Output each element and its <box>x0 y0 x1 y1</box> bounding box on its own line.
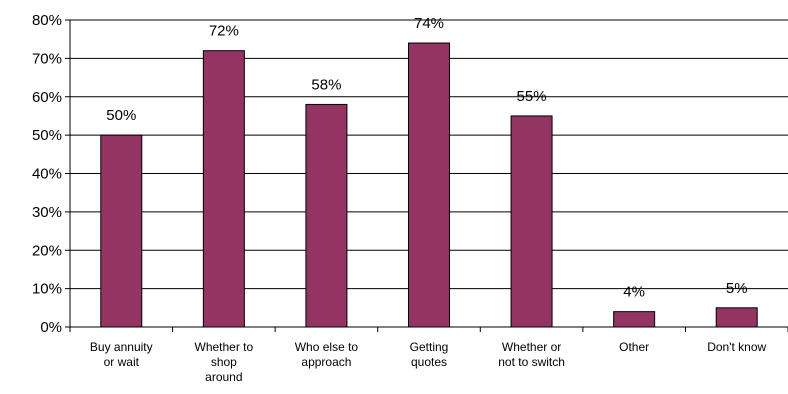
category-label: Whether or <box>502 340 561 354</box>
y-tick-label: 40% <box>32 166 62 183</box>
category-label: or wait <box>104 355 140 369</box>
category-label: Don't know <box>707 340 766 354</box>
bar <box>613 311 656 328</box>
bar <box>408 42 450 328</box>
data-label: 72% <box>209 23 239 40</box>
category-label: approach <box>301 355 351 369</box>
category-label: not to switch <box>498 355 565 369</box>
data-label: 58% <box>311 76 341 93</box>
category-label: Buy annuity <box>90 340 153 354</box>
y-tick-label: 0% <box>40 319 62 336</box>
y-tick-label: 80% <box>32 12 62 29</box>
category-label: Whether to <box>195 340 254 354</box>
category-label: shop <box>211 355 237 369</box>
category-label: Getting <box>410 340 449 354</box>
data-label: 55% <box>517 88 547 105</box>
category-label: quotes <box>411 355 447 369</box>
bar <box>715 307 758 328</box>
bar <box>202 50 245 328</box>
y-tick-label: 10% <box>32 281 62 298</box>
y-tick-label: 50% <box>32 127 62 144</box>
category-label: Who else to <box>295 340 359 354</box>
bar <box>305 103 348 328</box>
y-tick-label: 30% <box>32 204 62 221</box>
data-label: 50% <box>106 107 136 124</box>
y-tick-label: 60% <box>32 89 62 106</box>
y-tick-label: 20% <box>32 242 62 259</box>
category-label: Other <box>619 340 649 354</box>
y-tick-label: 70% <box>32 50 62 67</box>
data-label: 74% <box>414 15 444 32</box>
category-label: around <box>205 370 242 384</box>
data-label: 4% <box>623 284 645 301</box>
data-label: 5% <box>726 280 748 297</box>
bar <box>510 115 553 328</box>
bar <box>100 134 143 328</box>
